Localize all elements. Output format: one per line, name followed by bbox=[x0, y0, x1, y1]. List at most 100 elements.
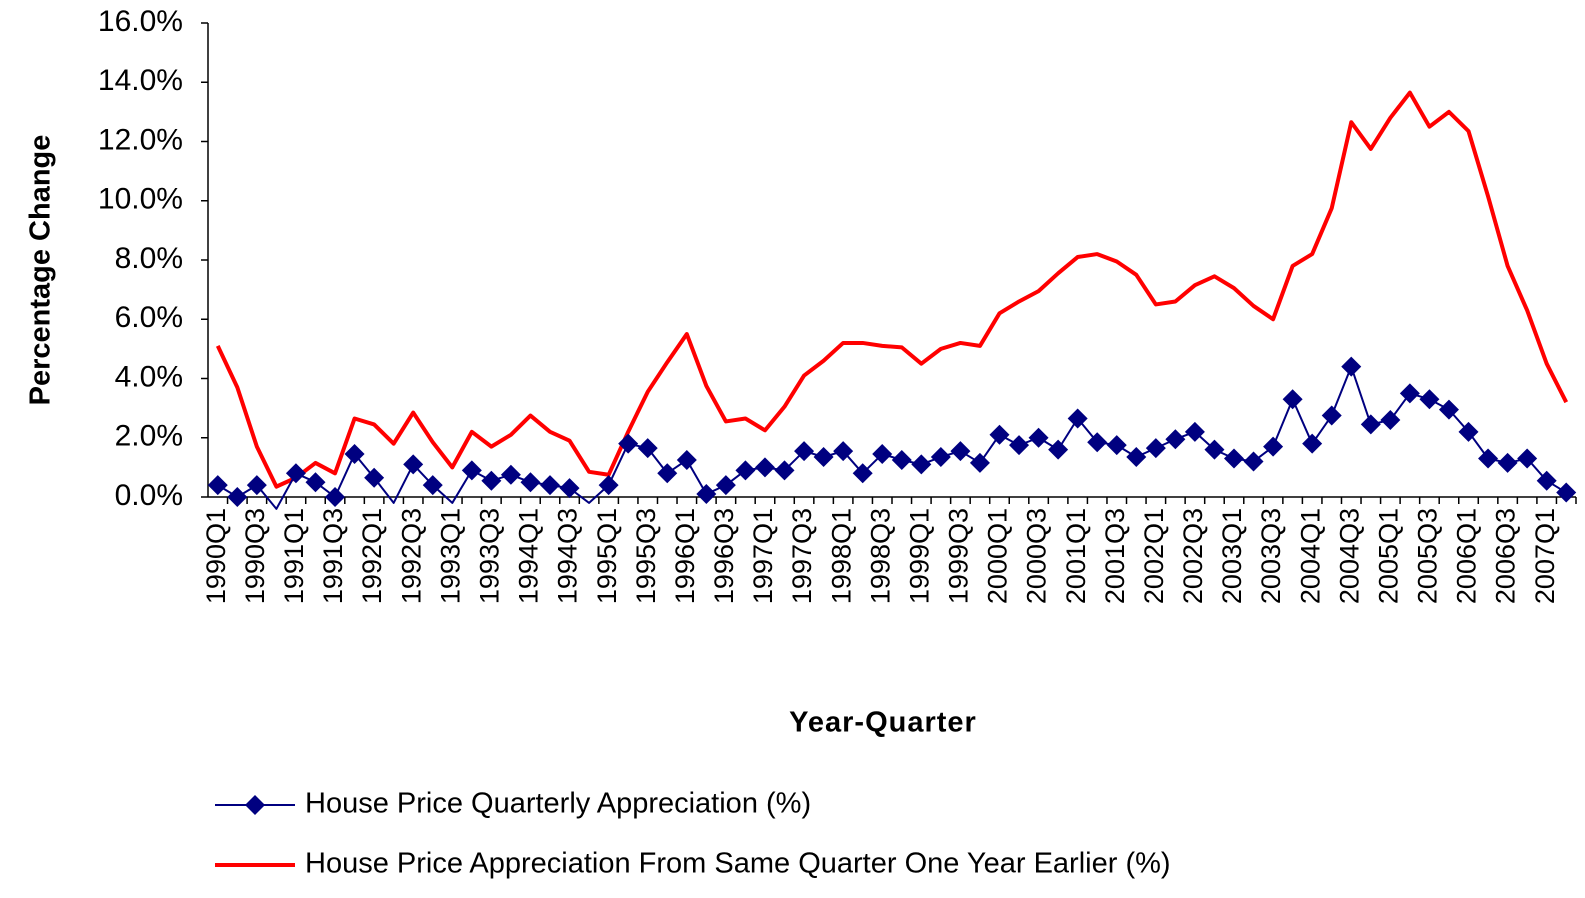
marker bbox=[657, 463, 678, 484]
marker bbox=[1341, 356, 1362, 377]
marker bbox=[598, 475, 619, 496]
marker bbox=[1126, 447, 1147, 468]
marker bbox=[1224, 448, 1244, 469]
x-tick-label: 1996Q3 bbox=[709, 508, 739, 604]
x-tick-label: 1993Q3 bbox=[474, 508, 504, 604]
marker bbox=[1536, 470, 1557, 491]
marker bbox=[1009, 435, 1030, 456]
x-tick-label: 1990Q3 bbox=[240, 508, 270, 604]
marker bbox=[520, 472, 541, 493]
y-tick-label: 10.0% bbox=[98, 183, 183, 216]
marker bbox=[774, 460, 795, 481]
x-tick-label: 2002Q1 bbox=[1139, 508, 1169, 604]
marker bbox=[207, 475, 228, 496]
marker bbox=[1380, 409, 1401, 430]
x-tick-label: 1999Q1 bbox=[904, 508, 934, 604]
legend-label: House Price Quarterly Appreciation (%) bbox=[305, 788, 811, 820]
x-tick-label: 1992Q1 bbox=[357, 508, 387, 604]
x-tick-label: 2006Q1 bbox=[1452, 508, 1482, 604]
x-tick-label: 1996Q1 bbox=[670, 508, 700, 604]
marker bbox=[364, 467, 385, 488]
marker bbox=[813, 447, 834, 468]
marker bbox=[285, 463, 306, 484]
y-tick-label: 14.0% bbox=[98, 64, 183, 97]
marker bbox=[1458, 421, 1479, 442]
marker bbox=[735, 460, 756, 481]
marker bbox=[1106, 435, 1127, 456]
x-tick-label: 2003Q1 bbox=[1217, 508, 1247, 604]
x-tick-label: 1990Q1 bbox=[201, 508, 231, 604]
x-tick-label: 1995Q3 bbox=[631, 508, 661, 604]
marker bbox=[422, 475, 443, 496]
legend-label: House Price Appreciation From Same Quart… bbox=[305, 848, 1171, 880]
marker bbox=[833, 441, 854, 462]
marker bbox=[872, 444, 893, 465]
y-tick-label: 12.0% bbox=[98, 123, 183, 156]
x-tick-label: 2007Q1 bbox=[1530, 508, 1560, 604]
marker bbox=[969, 452, 990, 473]
y-tick-label: 4.0% bbox=[115, 360, 183, 393]
x-tick-label: 1997Q3 bbox=[787, 508, 817, 604]
x-tick-label: 2001Q1 bbox=[1061, 508, 1091, 604]
marker bbox=[676, 449, 697, 470]
marker bbox=[1321, 405, 1342, 426]
x-tick-label: 1994Q3 bbox=[553, 508, 583, 604]
marker bbox=[1517, 448, 1538, 469]
x-tick-label: 1995Q1 bbox=[592, 508, 622, 604]
marker bbox=[1028, 427, 1049, 448]
y-tick-label: 0.0% bbox=[115, 479, 183, 512]
marker bbox=[1184, 421, 1205, 442]
marker bbox=[559, 478, 580, 499]
x-tick-label: 1998Q3 bbox=[865, 508, 895, 604]
y-tick-label: 8.0% bbox=[115, 242, 183, 275]
marker bbox=[715, 475, 736, 496]
marker bbox=[1048, 439, 1069, 460]
marker bbox=[481, 470, 502, 491]
marker bbox=[246, 475, 267, 496]
x-tick-label: 1993Q1 bbox=[435, 508, 465, 604]
marker bbox=[1263, 436, 1284, 457]
marker bbox=[1204, 439, 1225, 460]
x-tick-label: 1997Q1 bbox=[748, 508, 778, 604]
marker bbox=[618, 433, 639, 454]
x-tick-label: 2000Q3 bbox=[1022, 508, 1052, 604]
marker bbox=[403, 454, 424, 475]
x-tick-label: 2000Q1 bbox=[983, 508, 1013, 604]
marker bbox=[696, 484, 717, 505]
marker bbox=[325, 487, 346, 507]
x-tick-label: 2003Q3 bbox=[1256, 508, 1286, 604]
marker bbox=[1302, 433, 1323, 454]
marker bbox=[794, 441, 815, 462]
marker bbox=[852, 463, 873, 484]
marker bbox=[1145, 438, 1166, 459]
marker bbox=[989, 424, 1010, 445]
marker bbox=[1087, 432, 1108, 453]
x-tick-label: 1998Q1 bbox=[826, 508, 856, 604]
marker bbox=[305, 472, 326, 493]
y-tick-label: 6.0% bbox=[115, 301, 183, 334]
series-line bbox=[215, 90, 1569, 489]
marker bbox=[461, 460, 482, 481]
marker bbox=[891, 449, 912, 470]
x-tick-label: 1994Q1 bbox=[514, 508, 544, 604]
x-tick-label: 2004Q1 bbox=[1295, 508, 1325, 604]
legend-marker bbox=[245, 795, 265, 815]
x-axis-title: Year-Quarter bbox=[789, 707, 977, 739]
marker bbox=[1478, 448, 1499, 469]
x-tick-label: 2005Q3 bbox=[1413, 508, 1443, 604]
y-tick-label: 2.0% bbox=[115, 420, 183, 453]
marker bbox=[930, 447, 951, 468]
marker bbox=[950, 441, 971, 462]
x-tick-label: 1991Q1 bbox=[279, 508, 309, 604]
marker bbox=[1399, 383, 1420, 404]
marker bbox=[1243, 451, 1264, 472]
marker bbox=[540, 475, 560, 496]
x-tick-label: 2002Q3 bbox=[1178, 508, 1208, 604]
x-tick-label: 2001Q3 bbox=[1100, 508, 1130, 604]
marker bbox=[1282, 389, 1303, 410]
marker bbox=[1438, 399, 1459, 420]
x-tick-label: 1991Q3 bbox=[318, 508, 348, 604]
series-line bbox=[217, 365, 1567, 510]
marker bbox=[1165, 429, 1186, 450]
